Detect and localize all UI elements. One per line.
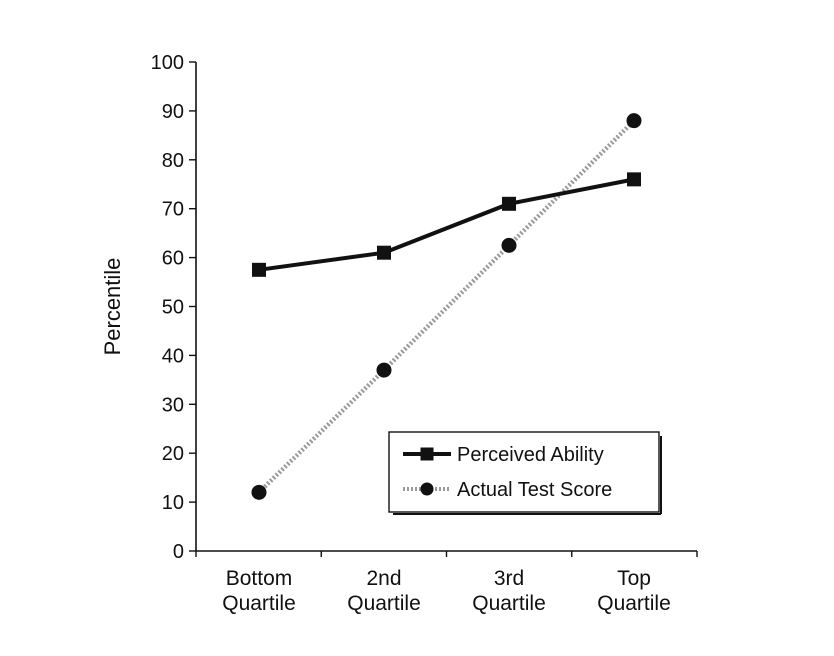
legend-marker-square (420, 447, 434, 461)
data-point-square (377, 245, 391, 260)
y-tick-label: 50 (162, 297, 184, 319)
y-tick-label: 80 (162, 150, 184, 172)
y-tick-label: 20 (162, 443, 184, 465)
data-point-circle (626, 113, 642, 129)
data-point-square (627, 172, 641, 187)
x-category-label: Top Quartile (597, 567, 671, 615)
series-layer (251, 113, 642, 500)
y-axis-title: Percentile (100, 258, 125, 356)
x-category-label: 2nd Quartile (347, 567, 421, 615)
legend-label: Actual Test Score (457, 479, 612, 501)
y-tick-label: 60 (162, 248, 184, 270)
x-axis-categories: Bottom Quartile 2nd Quartile 3rd Quartile Top Q… (195, 551, 698, 615)
y-tick-label: 100 (151, 52, 184, 74)
y-tick-label: 0 (173, 541, 184, 563)
legend-marker-circle (420, 482, 434, 496)
data-point-circle (501, 237, 517, 253)
y-tick-label: 30 (162, 394, 184, 416)
y-tick-label: 10 (162, 492, 184, 514)
x-category-label: Bottom Quartile (222, 567, 296, 615)
y-axis-ticks: 0 10 20 30 40 50 60 70 80 90 100 (151, 52, 196, 563)
data-point-square (502, 196, 516, 211)
legend-label: Perceived Ability (457, 444, 604, 466)
data-point-circle (251, 484, 267, 500)
series-line-perceived-ability (258, 177, 635, 272)
y-tick-label: 70 (162, 199, 184, 221)
legend-box (388, 431, 660, 513)
y-tick-label: 40 (162, 345, 184, 367)
y-tick-label: 90 (162, 101, 184, 123)
x-category-label: 3rd Quartile (472, 567, 546, 615)
data-point-square (252, 262, 266, 277)
legend: Perceived Ability Actual Test Score (388, 431, 662, 515)
data-point-circle (376, 362, 392, 378)
